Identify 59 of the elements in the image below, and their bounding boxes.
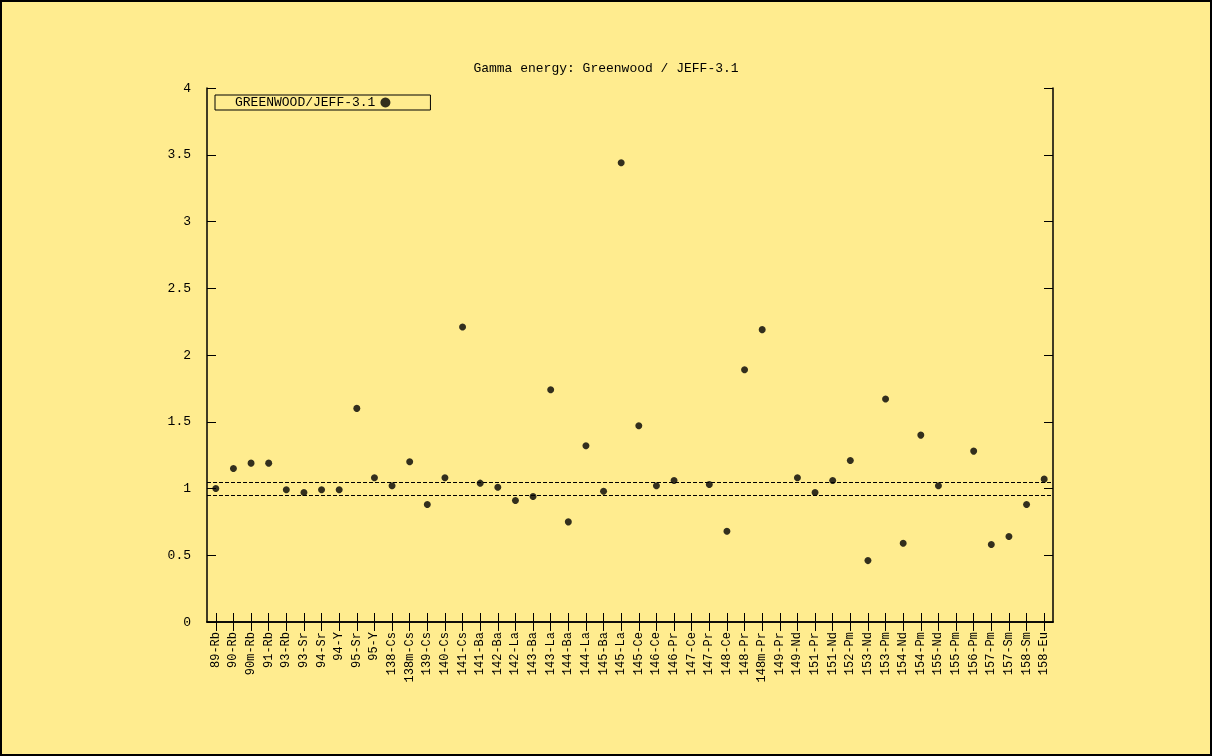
x-tick-label: 141-Ba	[473, 632, 488, 676]
y-tick-label: 2.5	[167, 280, 191, 296]
x-tick-label: 95-Y	[367, 632, 382, 661]
x-tick-label: 141-Cs	[455, 632, 470, 676]
x-tick-label: 140-Cs	[437, 632, 452, 676]
x-tick-label: 93-Rb	[279, 632, 294, 669]
x-tick-label: 156-Pm	[966, 632, 981, 676]
x-tick-label: 153-Nd	[860, 632, 875, 676]
x-tick-label: 155-Pm	[949, 632, 964, 676]
x-tick-label: 138-Cs	[385, 632, 400, 676]
y-tick-label: 3	[183, 214, 191, 229]
x-tick-label: 154-Pm	[913, 632, 928, 676]
x-tick-label: 144-La	[578, 632, 593, 676]
x-tick-label: 145-La	[614, 632, 629, 676]
x-tick-label: 89-Rb	[208, 632, 223, 669]
x-tick-label: 91-Rb	[261, 632, 276, 669]
y-tick-label: 1	[183, 481, 192, 496]
x-tick-label: 90m-Rb	[244, 632, 259, 676]
x-tick-label: 138m-Cs	[402, 632, 417, 683]
x-tick-label: 146-Ce	[649, 632, 664, 676]
x-tick-label: 147-Pr	[702, 632, 717, 676]
x-tick-label: 152-Pm	[843, 632, 858, 676]
legend-label: GREENWOOD/JEFF-3.1	[234, 95, 376, 110]
x-tick-label: 139-Cs	[420, 632, 435, 676]
x-tick-label: 143-La	[543, 632, 558, 676]
y-tick-label: 2	[183, 347, 191, 363]
y-tick-label: 1.5	[167, 414, 191, 430]
x-tick-label: 149-Pr	[772, 632, 787, 676]
x-tick-label: 142-Ba	[490, 632, 505, 676]
x-tick-label: 148-Pr	[737, 632, 752, 676]
x-tick-label: 145-Ba	[596, 632, 611, 676]
x-tick-label: 153-Pm	[878, 632, 893, 676]
y-tick-label: 3.5	[167, 147, 191, 163]
y-tick-label: 0	[183, 614, 191, 630]
x-tick-label: 142-La	[508, 632, 523, 676]
y-tick-label: 4	[183, 80, 192, 96]
x-tick-label: 158-Sm	[1019, 632, 1034, 676]
x-tick-label: 148m-Pr	[755, 632, 770, 683]
y-tick-label: 0.5	[167, 547, 191, 563]
x-tick-label: 148-Ce	[719, 632, 734, 676]
x-tick-label: 155-Nd	[931, 632, 946, 676]
x-tick-label: 144-Ba	[561, 632, 576, 676]
chart-title: Gamma energy: Greenwood / JEFF-3.1	[473, 61, 739, 76]
x-tick-label: 145-Ce	[631, 632, 646, 676]
x-tick-label: 147-Ce	[684, 632, 699, 676]
x-tick-label: 158-Eu	[1037, 632, 1052, 676]
x-tick-label: 94-Sr	[314, 632, 329, 669]
x-tick-label: 157-Pm	[984, 632, 999, 676]
x-tick-label: 94-Y	[332, 632, 347, 661]
x-tick-label: 154-Nd	[896, 632, 911, 676]
x-tick-label: 95-Sr	[349, 632, 364, 669]
x-tick-label: 151-Pr	[808, 632, 823, 676]
x-tick-label: 143-Ba	[526, 632, 541, 676]
x-tick-label: 93-Sr	[296, 632, 311, 669]
x-tick-label: 149-Nd	[790, 632, 805, 676]
x-tick-label: 90-Rb	[226, 632, 241, 669]
x-tick-label: 151-Nd	[825, 632, 840, 676]
x-tick-label: 157-Sm	[1001, 632, 1016, 676]
x-tick-label: 146-Pr	[667, 632, 682, 676]
